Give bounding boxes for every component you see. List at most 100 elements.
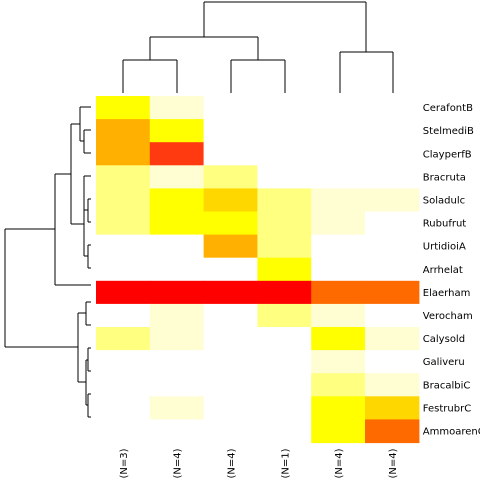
heatmap-cell [311, 350, 366, 374]
heatmap-cell [149, 119, 205, 143]
heatmap-cell [149, 142, 205, 166]
heatmap-cell [257, 373, 312, 397]
heatmap-cell [149, 165, 205, 189]
column-label: 6 (N=4) [334, 448, 345, 480]
heatmap-cell [365, 142, 420, 166]
heatmap-cell [203, 188, 258, 213]
heatmap-cell [149, 396, 205, 420]
heatmap-cell [149, 211, 205, 236]
row-label: AmmoarenC [423, 426, 480, 437]
heatmap-cell [149, 373, 205, 397]
heatmap-cell [96, 280, 151, 305]
heatmap-cell [311, 96, 366, 120]
heatmap-cell [96, 396, 151, 420]
heatmap-cell [311, 280, 366, 305]
heatmap-cell [365, 257, 420, 282]
row-label: Galiveru [423, 357, 465, 368]
heatmap-cell [203, 165, 258, 189]
heatmap-cell [149, 419, 205, 444]
heatmap-cell [257, 257, 312, 282]
row-label: Rubufrut [423, 219, 466, 230]
row-label: BracalbiC [423, 380, 471, 391]
heatmap-cell [203, 419, 258, 444]
heatmap-cell [257, 119, 312, 143]
heatmap-cell [365, 280, 420, 305]
heatmap-cell [257, 419, 312, 444]
heatmap-cell [96, 303, 151, 328]
heatmap-cell [311, 188, 366, 213]
heatmap-cell [257, 327, 312, 351]
heatmap-cell [257, 188, 312, 213]
heatmap-cell [96, 119, 151, 143]
heatmap-cell [311, 396, 366, 420]
heatmap-cell [311, 327, 366, 351]
heatmap-cell [203, 96, 258, 120]
row-label: Arrhelat [423, 265, 463, 276]
heatmap-cell [96, 188, 151, 213]
heatmap-cell [96, 234, 151, 259]
heatmap-cell [257, 303, 312, 328]
heatmap-cell [203, 280, 258, 305]
heatmap-cell [149, 96, 205, 120]
heatmap-cell [365, 327, 420, 351]
row-label: ClayperfB [423, 149, 472, 160]
row-label: UrtidioiA [423, 242, 466, 253]
heatmap-cell [365, 373, 420, 397]
heatmap-cell [365, 419, 420, 444]
heatmap-cells [96, 96, 420, 444]
heatmap-cell [96, 350, 151, 374]
heatmap-cell [365, 234, 420, 259]
heatmap-cell [149, 188, 205, 213]
heatmap-cell [311, 419, 366, 444]
heatmap-cell [203, 373, 258, 397]
column-label: 8 (N=1) [280, 448, 291, 480]
heatmap-cell [96, 327, 151, 351]
heatmap-cell [257, 142, 312, 166]
row-label: Calysold [423, 334, 465, 345]
heatmap-cell [257, 96, 312, 120]
heatmap-cell [257, 165, 312, 189]
heatmap-cell [149, 280, 205, 305]
heatmap-cell [311, 257, 366, 282]
heatmap-cell [257, 211, 312, 236]
heatmap-cell [365, 396, 420, 420]
heatmap-cell [149, 327, 205, 351]
heatmap-cell [149, 257, 205, 282]
heatmap-cell [96, 165, 151, 189]
heatmap-cell [203, 303, 258, 328]
heatmap-cell [203, 211, 258, 236]
heatmap-cell [203, 142, 258, 166]
column-dendrogram [122, 1, 394, 93]
heatmap-cell [365, 119, 420, 143]
heatmap-cell [311, 211, 366, 236]
heatmap-cell [96, 142, 151, 166]
heatmap-cell [365, 350, 420, 374]
heatmap-cell [365, 188, 420, 213]
heatmap-cell [203, 119, 258, 143]
heatmap-cell [96, 96, 151, 120]
heatmap-cell [149, 303, 205, 328]
heatmap-cell [96, 373, 151, 397]
heatmap-cell [203, 327, 258, 351]
heatmap-cell [257, 350, 312, 374]
heatmap-cell [96, 419, 151, 444]
row-label: Bracruta [423, 172, 466, 183]
heatmap-cell [203, 350, 258, 374]
heatmap-cell [311, 165, 366, 189]
heatmap-cell [203, 396, 258, 420]
column-dendrogram-branches [122, 1, 394, 93]
heatmap-cell [365, 165, 420, 189]
heatmap-cell [257, 280, 312, 305]
heatmap-cell [311, 234, 366, 259]
heatmap-cell [149, 350, 205, 374]
row-label: Soladulc [423, 195, 465, 206]
heatmap-cell [365, 303, 420, 328]
heatmap-cell [311, 303, 366, 328]
heatmap-cell [96, 211, 151, 236]
heatmap-cell [149, 234, 205, 259]
row-label: StelmediB [423, 126, 474, 137]
row-label: FestrubrC [423, 403, 471, 414]
column-label: 10 (N=4) [173, 448, 184, 480]
column-label: 9 (N=4) [227, 448, 238, 480]
